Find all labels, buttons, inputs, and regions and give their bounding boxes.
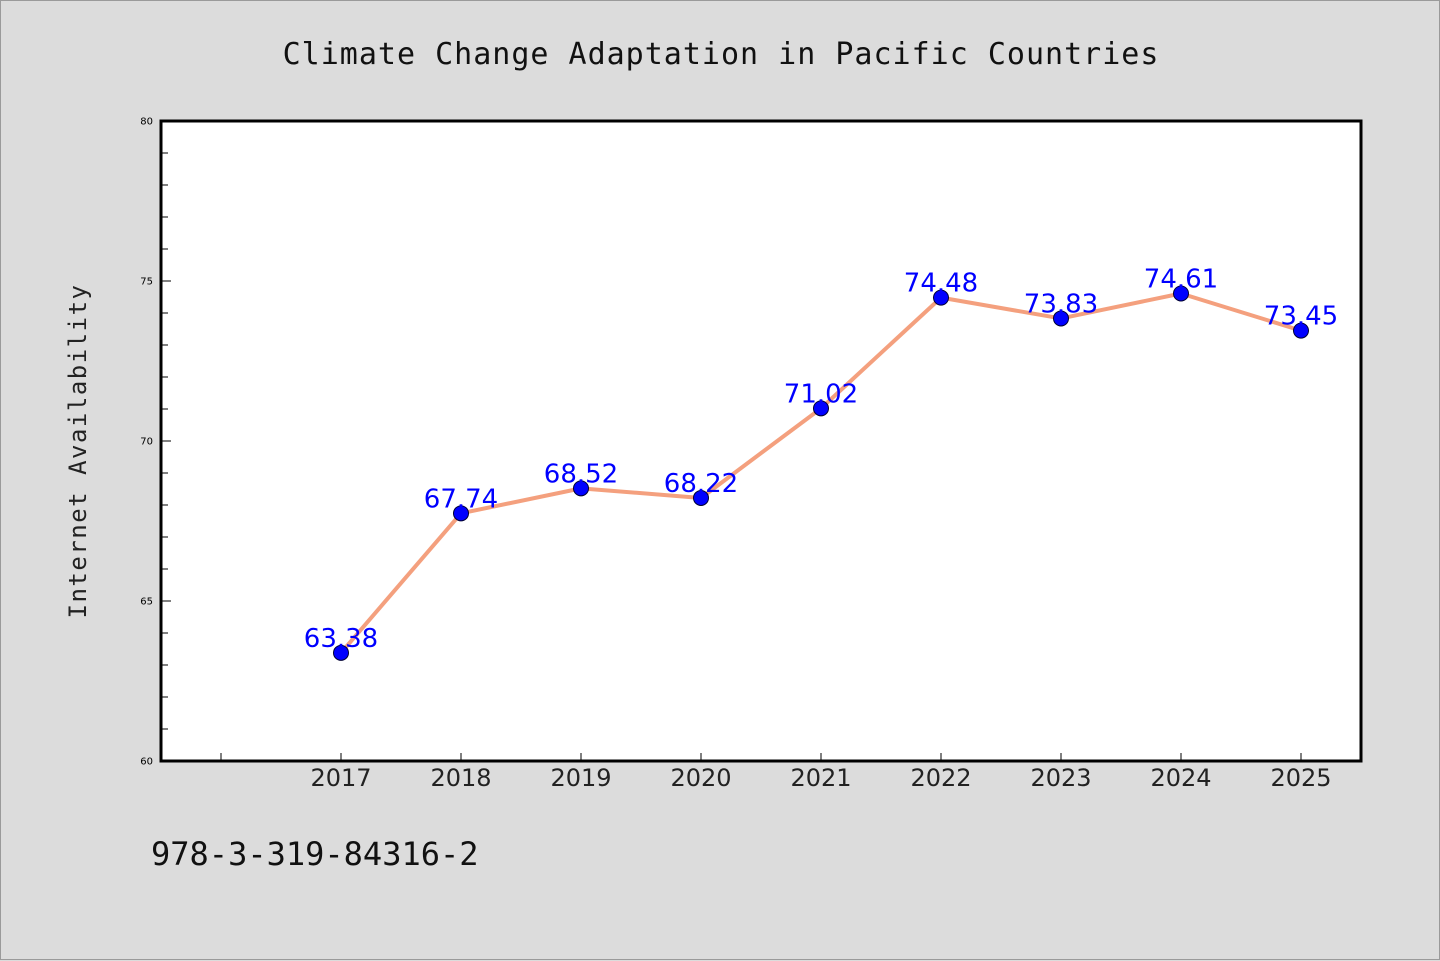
y-tick-label: 70 [140,437,153,448]
data-label: 68.22 [664,469,738,499]
data-label: 73.83 [1024,289,1098,319]
data-label: 73.45 [1264,302,1338,332]
x-tick-label: 2024 [1150,764,1211,792]
y-tick-label: 80 [140,117,153,128]
series-group: 63.38 67.74 68.52 68.22 71.02 74.48 73.83 74.61… [304,264,1338,661]
y-axis: 60 65 70 75 80 [140,117,171,768]
x-tick-label: 2023 [1030,764,1091,792]
data-label: 63.38 [304,624,378,654]
data-label: 71.02 [784,379,858,409]
data-label: 74.48 [904,269,978,299]
data-point [333,644,349,661]
x-tick-label: 2025 [1270,764,1331,792]
y-axis-label: Internet Availability [64,284,92,619]
x-axis: 2017 2018 2019 2020 2021 2022 2023 2024 2025 [220,753,1332,792]
data-label: 74.61 [1144,264,1218,294]
plot-area [159,119,1363,763]
x-tick-label: 2019 [550,764,611,792]
footer-code: 978-3-319-84316-2 [151,835,479,873]
data-point [933,289,949,306]
data-label: 68.52 [544,459,618,489]
chart-title: Climate Change Adaptation in Pacific Cou… [283,37,1160,72]
x-tick-label: 2018 [430,764,491,792]
x-tick-label: 2020 [670,764,731,792]
data-point [1173,285,1189,302]
y-tick-label: 75 [140,277,153,288]
x-tick-label: 2017 [310,764,371,792]
data-label: 67.74 [424,484,498,514]
y-tick-label: 60 [140,757,153,768]
x-tick-label: 2022 [910,764,971,792]
data-point [453,505,469,522]
x-tick-label: 2021 [790,764,851,792]
data-point [573,480,589,497]
data-point [813,400,829,417]
data-point [1053,310,1069,327]
data-point [693,489,709,506]
data-point [1293,322,1309,339]
y-tick-label: 65 [140,597,153,608]
